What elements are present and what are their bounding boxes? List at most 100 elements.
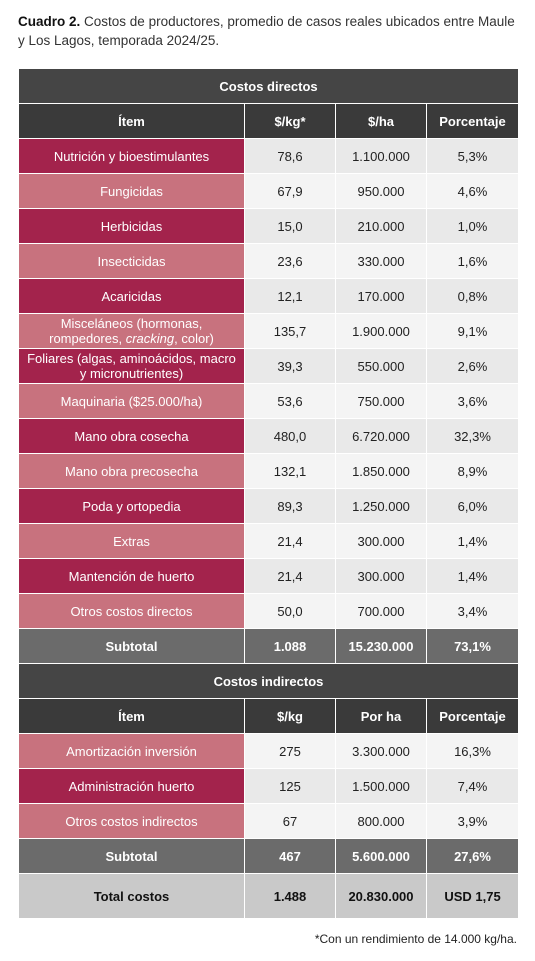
value-cell: 2,6% (426, 348, 519, 384)
item-cell: Acaricidas (18, 278, 245, 314)
data-row: Maquinaria ($25.000/ha) 53,6 750.000 3,6% (18, 383, 519, 419)
item-cell: Mano obra precosecha (18, 453, 245, 489)
data-row: Herbicidas 15,0 210.000 1,0% (18, 208, 519, 244)
value-cell: 3,4% (426, 593, 519, 629)
value-cell: 550.000 (335, 348, 427, 384)
value-cell: 1.500.000 (335, 768, 427, 804)
value-cell: 1,4% (426, 523, 519, 559)
value-cell: 170.000 (335, 278, 427, 314)
subtotal-row: Subtotal 467 5.600.000 27,6% (18, 838, 519, 874)
value-cell: 78,6 (244, 138, 336, 174)
value-cell: 21,4 (244, 523, 336, 559)
value-cell: 1.850.000 (335, 453, 427, 489)
header-cell: Porcentaje (426, 103, 519, 139)
item-cell: Subtotal (18, 628, 245, 664)
value-cell: 467 (244, 838, 336, 874)
value-cell: 53,6 (244, 383, 336, 419)
header-cell: $/kg* (244, 103, 336, 139)
value-cell: 300.000 (335, 523, 427, 559)
item-cell: Otros costos indirectos (18, 803, 245, 839)
item-cell: Poda y ortopedia (18, 488, 245, 524)
value-cell: 800.000 (335, 803, 427, 839)
cost-table: Costos directos Ítem $/kg* $/ha Porcentaje Nu… (18, 68, 519, 919)
value-cell: 73,1% (426, 628, 519, 664)
value-cell: 3,9% (426, 803, 519, 839)
value-cell: 5.600.000 (335, 838, 427, 874)
header-cell: Porcentaje (426, 698, 519, 734)
value-cell: 67 (244, 803, 336, 839)
value-cell: 7,4% (426, 768, 519, 804)
header-cell: $/ha (335, 103, 427, 139)
item-cell: Mantención de huerto (18, 558, 245, 594)
data-row: Extras 21,4 300.000 1,4% (18, 523, 519, 559)
value-cell: 9,1% (426, 313, 519, 349)
value-cell: 6.720.000 (335, 418, 427, 454)
value-cell: 4,6% (426, 173, 519, 209)
value-cell: 15,0 (244, 208, 336, 244)
item-text-part: Misceláneos (hormonas, rompedores, (49, 316, 203, 346)
value-cell: 1,0% (426, 208, 519, 244)
data-row: Mano obra cosecha 480,0 6.720.000 32,3% (18, 418, 519, 454)
value-cell: 3,6% (426, 383, 519, 419)
data-row: Mano obra precosecha 132,1 1.850.000 8,9% (18, 453, 519, 489)
value-cell: 15.230.000 (335, 628, 427, 664)
data-row: Amortización inversión 275 3.300.000 16,3% (18, 733, 519, 769)
data-row: Poda y ortopedia 89,3 1.250.000 6,0% (18, 488, 519, 524)
section-header: Costos directos (18, 68, 519, 104)
value-cell: 0,8% (426, 278, 519, 314)
caption: Cuadro 2. Costos de productores, promedi… (18, 12, 518, 50)
value-cell: 67,9 (244, 173, 336, 209)
value-cell: 20.830.000 (335, 873, 427, 919)
item-cell: Insecticidas (18, 243, 245, 279)
value-cell: 21,4 (244, 558, 336, 594)
value-cell: 275 (244, 733, 336, 769)
value-cell: 3.300.000 (335, 733, 427, 769)
data-row: Foliares (algas, aminoácidos, macro y mi… (18, 348, 519, 384)
value-cell: 16,3% (426, 733, 519, 769)
section-title: Costos directos (18, 68, 519, 104)
value-cell: 1,6% (426, 243, 519, 279)
value-cell: 89,3 (244, 488, 336, 524)
data-row: Nutrición y bioestimulantes 78,6 1.100.000… (18, 138, 519, 174)
data-row: Fungicidas 67,9 950.000 4,6% (18, 173, 519, 209)
caption-label: Cuadro 2. (18, 14, 81, 29)
footnote: *Con un rendimiento de 14.000 kg/ha. (314, 932, 517, 946)
item-cell: Extras (18, 523, 245, 559)
value-cell: 8,9% (426, 453, 519, 489)
data-row: Acaricidas 12,1 170.000 0,8% (18, 278, 519, 314)
item-cell: Total costos (18, 873, 245, 919)
item-text-part: , color) (174, 331, 214, 346)
data-row: Administración huerto 125 1.500.000 7,4% (18, 768, 519, 804)
data-row: Otros costos indirectos 67 800.000 3,9% (18, 803, 519, 839)
value-cell: 950.000 (335, 173, 427, 209)
value-cell: 700.000 (335, 593, 427, 629)
value-cell: 1.250.000 (335, 488, 427, 524)
header-cell: Ítem (18, 103, 245, 139)
data-row: Mantención de huerto 21,4 300.000 1,4% (18, 558, 519, 594)
item-cell: Amortización inversión (18, 733, 245, 769)
value-cell: 1.900.000 (335, 313, 427, 349)
item-cell: Maquinaria ($25.000/ha) (18, 383, 245, 419)
value-cell: 23,6 (244, 243, 336, 279)
header-row: Ítem $/kg Por ha Porcentaje (18, 698, 519, 734)
header-cell: Ítem (18, 698, 245, 734)
value-cell: 750.000 (335, 383, 427, 419)
item-cell: Fungicidas (18, 173, 245, 209)
value-cell: 1.100.000 (335, 138, 427, 174)
data-row: Misceláneos (hormonas, rompedores, crack… (18, 313, 519, 349)
item-text-part: cracking (125, 331, 175, 346)
value-cell: 5,3% (426, 138, 519, 174)
value-cell: 6,0% (426, 488, 519, 524)
item-cell: Herbicidas (18, 208, 245, 244)
item-cell: Nutrición y bioestimulantes (18, 138, 245, 174)
value-cell: 27,6% (426, 838, 519, 874)
header-cell: Por ha (335, 698, 427, 734)
value-cell: 330.000 (335, 243, 427, 279)
caption-text: Costos de productores, promedio de casos… (18, 14, 515, 48)
section-header: Costos indirectos (18, 663, 519, 699)
item-cell: Misceláneos (hormonas, rompedores, crack… (18, 313, 245, 349)
value-cell: 210.000 (335, 208, 427, 244)
value-cell: 32,3% (426, 418, 519, 454)
value-cell: 135,7 (244, 313, 336, 349)
